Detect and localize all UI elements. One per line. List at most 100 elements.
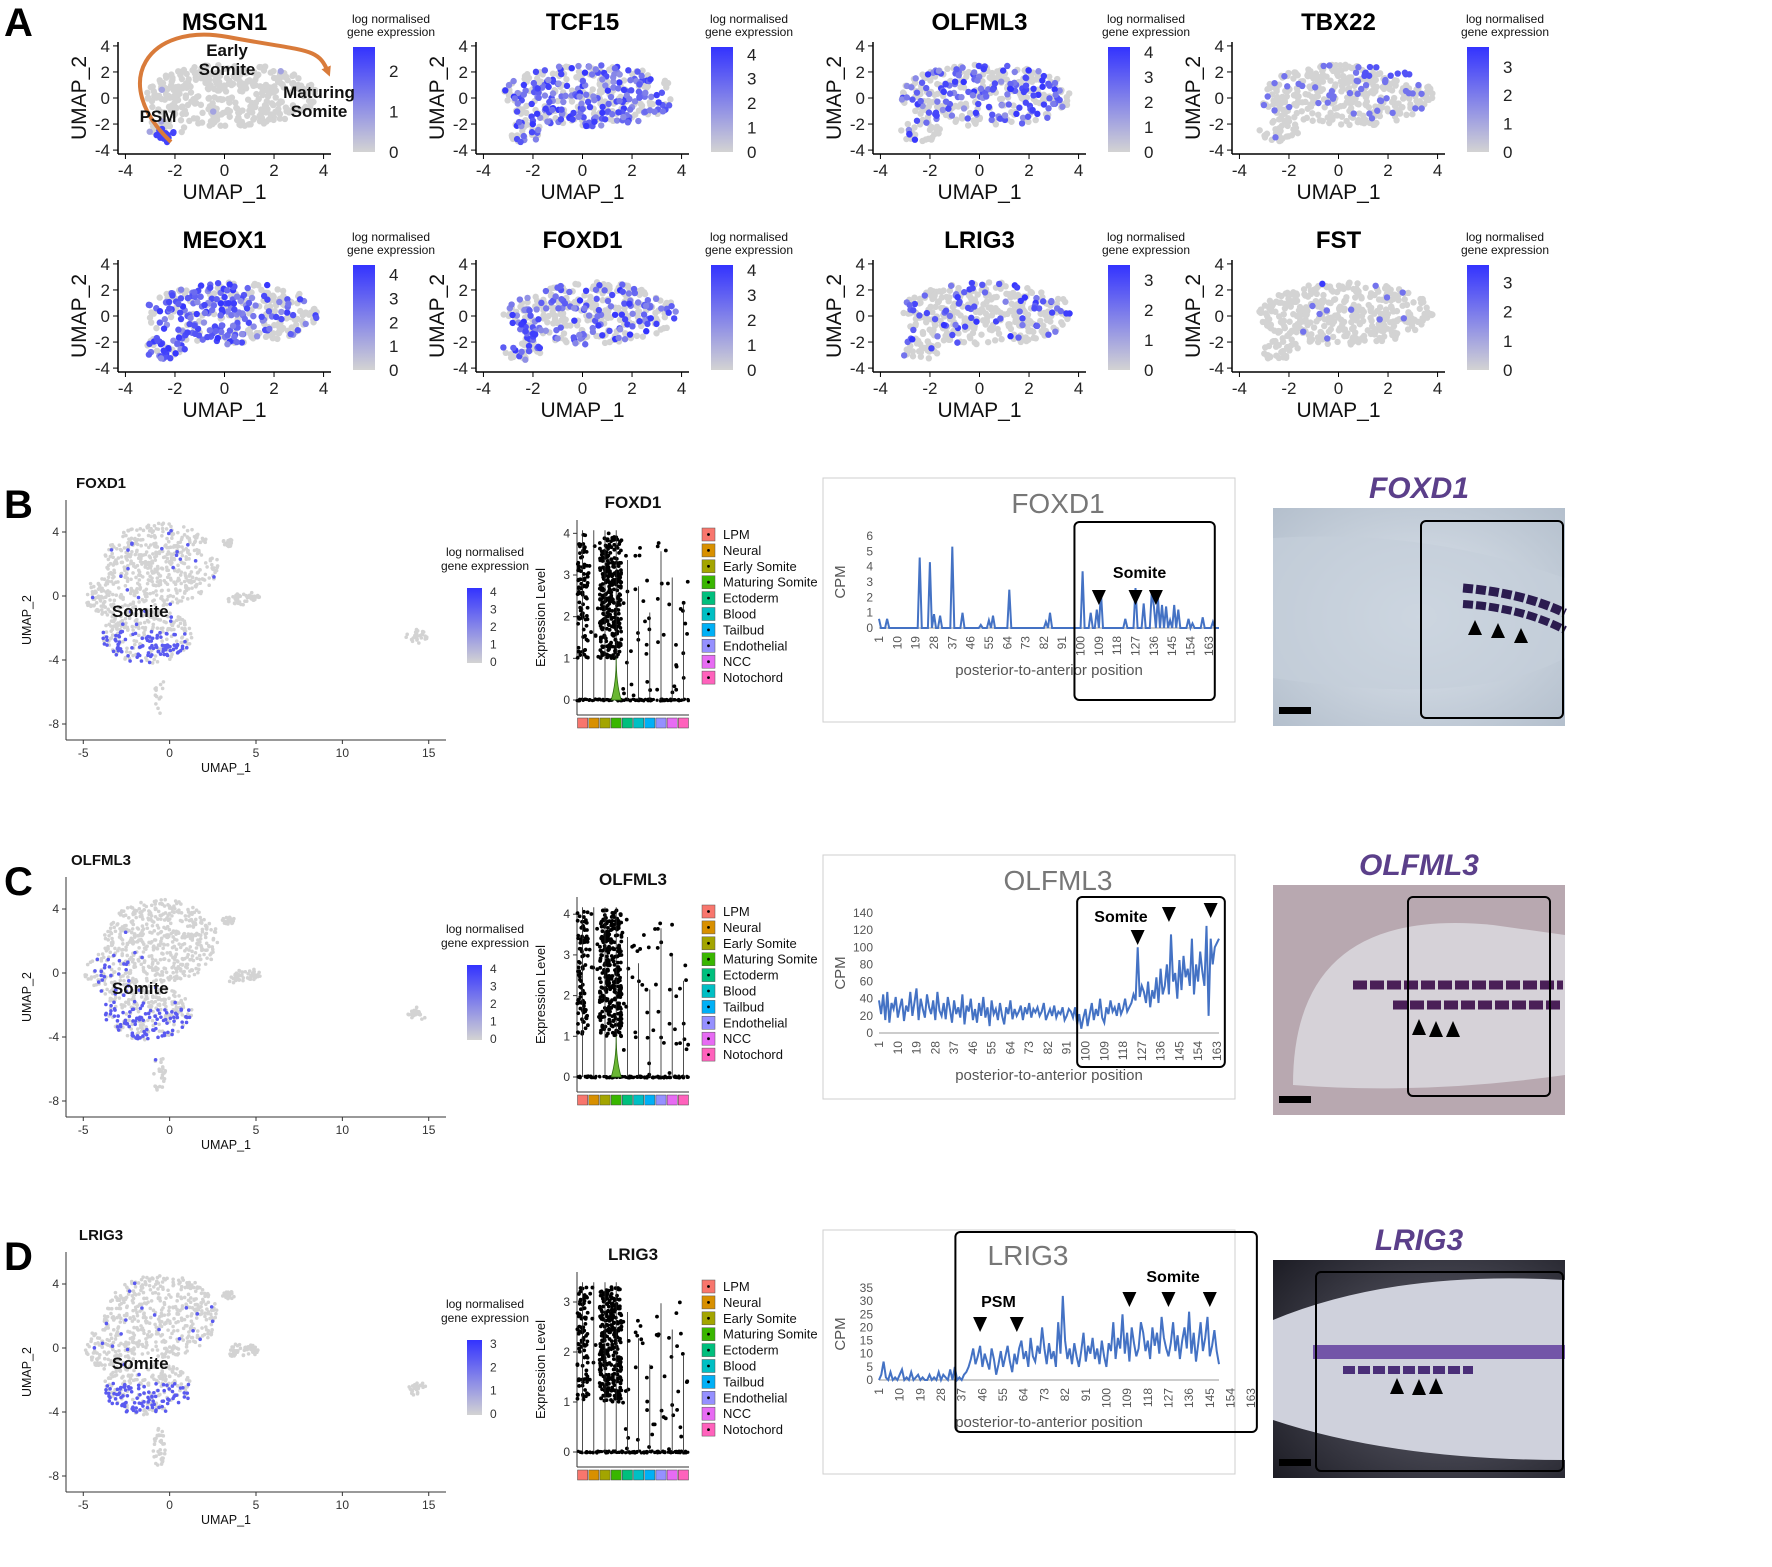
cell-point-expressing (979, 281, 986, 289)
legend-title: log normalised (1107, 12, 1185, 26)
cell-point-expressing (1320, 62, 1327, 70)
cell-point (563, 76, 570, 83)
cell-point-expressing (566, 288, 573, 296)
cell-point (951, 308, 958, 315)
cell-point-expressing (101, 630, 106, 635)
cell-point (616, 577, 621, 581)
cell-point (581, 577, 586, 582)
cell-point-expressing (212, 327, 219, 335)
cell-point-expressing (1372, 282, 1379, 289)
cell-point (241, 592, 246, 597)
cell-point (156, 294, 163, 301)
cell-point-expressing (908, 84, 915, 91)
cell-point (296, 290, 303, 298)
cell-point-expressing (526, 307, 533, 314)
cell-point (135, 581, 140, 586)
cell-point (1006, 307, 1014, 314)
cell-point (961, 316, 968, 323)
cell-point (595, 606, 600, 611)
cell-point (171, 99, 178, 107)
scale-tick-label: 4 (490, 585, 497, 599)
scale-tick-label: 3 (490, 603, 497, 617)
cell-point-expressing (156, 308, 164, 315)
cell-point (576, 645, 581, 650)
cell-point-expressing (173, 632, 177, 637)
cell-point (500, 311, 507, 318)
x-tick-label: 0 (1334, 379, 1343, 398)
cell-point (146, 545, 151, 550)
cell-point (245, 121, 253, 128)
cell-point-expressing (1355, 64, 1362, 71)
y-tick-label: 2 (459, 281, 468, 300)
cell-point (235, 596, 240, 601)
cell-point-expressing (176, 309, 184, 316)
plot-title: TCF15 (546, 9, 619, 36)
cell-point-expressing (120, 622, 125, 627)
x-tick-label: 4 (1074, 379, 1083, 398)
color-scale-bar (467, 588, 482, 663)
cell-point (900, 309, 907, 317)
cell-point (991, 337, 999, 344)
cell-point-expressing (536, 344, 544, 352)
cell-point (930, 326, 937, 334)
cell-point (169, 555, 174, 560)
cell-point (180, 617, 185, 622)
scale-tick-label: 1 (1144, 118, 1153, 137)
cell-point-expressing (113, 637, 118, 642)
cell-point (235, 116, 243, 123)
cell-point (218, 111, 225, 118)
cell-point-expressing (554, 335, 561, 342)
cell-point-expressing (651, 108, 658, 115)
cell-point (232, 99, 239, 106)
cell-point-expressing (570, 109, 577, 117)
cell-point (1330, 67, 1337, 75)
cell-point-expressing (935, 67, 943, 74)
cell-point (1356, 110, 1363, 117)
cell-point-expressing (186, 542, 190, 547)
y-axis-label: UMAP_2 (68, 56, 91, 140)
cell-point-expressing (615, 109, 622, 116)
cell-point (581, 635, 586, 639)
cell-point (1319, 86, 1327, 93)
y-tick-label: -2 (453, 115, 468, 134)
cell-point (236, 121, 243, 128)
cell-point (207, 583, 211, 587)
cell-point (613, 637, 618, 642)
cell-point (279, 81, 286, 88)
cell-point (166, 626, 170, 631)
cell-point (236, 601, 241, 606)
cell-point-expressing (169, 615, 174, 619)
cell-point (933, 350, 941, 357)
cell-point (610, 644, 615, 649)
legend-title: log normalised (352, 230, 430, 244)
cell-point (619, 548, 623, 553)
cell-point (1300, 286, 1308, 293)
cell-point (149, 103, 156, 111)
cell-point (1290, 310, 1297, 318)
cell-point-expressing (958, 93, 965, 101)
cell-point (106, 563, 111, 568)
cell-point (1264, 322, 1271, 329)
cell-point (1293, 109, 1301, 117)
cell-point-expressing (594, 313, 601, 320)
cell-point (599, 557, 603, 562)
cell-point (417, 641, 421, 645)
cell-point (138, 621, 143, 626)
panel-letter-b: B (4, 483, 33, 527)
cell-point-expressing (975, 100, 982, 108)
cell-point-expressing (175, 334, 183, 341)
cell-point-expressing (111, 649, 116, 654)
scale-tick-label: 1 (1503, 332, 1512, 351)
cell-point (182, 628, 187, 632)
cell-point (984, 314, 991, 321)
cell-point (599, 586, 603, 591)
cell-point-expressing (1005, 101, 1012, 108)
cell-point (205, 565, 209, 569)
cell-point-expressing (609, 111, 616, 118)
cell-point-expressing (1015, 334, 1022, 341)
cell-point (1279, 335, 1286, 342)
cell-point-expressing (515, 118, 523, 126)
cell-point (193, 584, 198, 588)
x-tick-label: 0 (975, 379, 984, 398)
